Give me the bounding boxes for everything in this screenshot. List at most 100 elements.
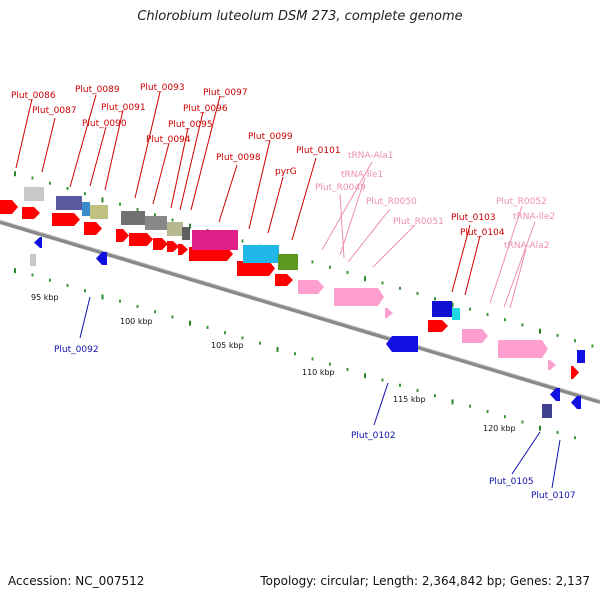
gene-label: Plut_0091 (101, 103, 146, 113)
cds-feature (428, 320, 448, 332)
leader-line (218, 164, 238, 223)
tick-mark-upper (31, 176, 34, 180)
kbp-labels: 95 kbp 100 kbp 105 kbp 110 kbp 115 kbp 120 kb… (31, 293, 516, 433)
tick-mark-lower (224, 331, 226, 335)
tick-mark-lower (66, 283, 69, 287)
gene-label: Plut_0097 (203, 88, 248, 98)
leader-line (339, 193, 345, 259)
tick-mark-lower (154, 310, 156, 314)
leader-line (451, 224, 471, 293)
gene-label: Plut_0101 (296, 146, 341, 156)
tick-mark-lower (451, 399, 454, 405)
rna-feature (548, 360, 556, 370)
cds-feature-khaki (90, 205, 108, 219)
cds-feature-cyan (243, 245, 279, 263)
reverse-cds-feature (386, 336, 418, 352)
tick-mark-lower (399, 383, 401, 387)
tick-mark-upper (574, 339, 576, 343)
leader-line (291, 157, 317, 241)
tick-mark-upper (381, 281, 384, 285)
gene-label: Plut_0094 (146, 135, 191, 145)
cds-feature (189, 247, 233, 261)
leader-line (170, 127, 189, 209)
tick-mark-upper (14, 171, 16, 177)
gene-label: Plut_0090 (82, 119, 127, 129)
tick-mark-upper (364, 276, 366, 282)
cds-feature-grey (121, 211, 145, 225)
leader-line (321, 161, 373, 251)
cds-feature-purple (56, 196, 82, 210)
gene-label: Plut_0099 (248, 132, 293, 142)
tick-mark-lower (346, 367, 349, 371)
tick-mark-upper (539, 328, 541, 334)
gene-label: pyrG (275, 167, 297, 177)
leader-line (347, 208, 391, 263)
gene-label: Plut_0104 (460, 228, 505, 238)
kbp-tick-label: 110 kbp (302, 368, 335, 377)
tick-mark-upper (329, 265, 331, 269)
leader-line (179, 111, 204, 211)
tick-mark-lower (206, 325, 209, 329)
tick-mark-lower (364, 373, 366, 379)
reverse-cds-feature (577, 350, 585, 363)
tick-mark-upper (171, 218, 174, 222)
leader-line (339, 177, 366, 256)
cds-feature-khaki (167, 222, 183, 236)
gene-labels: Plut_0086 Plut_0087 Plut_0089 Plut_0090 Plut… (11, 83, 576, 501)
reverse-cds-feature-grey (30, 254, 36, 266)
tick-mark-upper (434, 297, 436, 301)
cds-feature (0, 200, 18, 214)
leader-line (464, 235, 481, 296)
cds-feature (237, 261, 275, 276)
cds-feature (52, 213, 80, 226)
gene-label: Plut_0096 (183, 104, 228, 114)
backbone-highlight (0, 219, 600, 401)
tick-mark-lower (416, 388, 419, 392)
tick-mark-lower (311, 357, 314, 361)
kbp-tick-label: 115 kbp (393, 395, 426, 404)
tick-mark-upper (399, 286, 401, 290)
accession-text: Accession: NC_007512 (8, 574, 145, 588)
tick-mark-upper (119, 202, 121, 206)
leader-line (89, 126, 107, 187)
gene-label: Plut_0098 (216, 153, 261, 163)
leader-line (69, 94, 97, 188)
gene-label: tRNA-Ile1 (341, 170, 383, 180)
reverse-cds-feature (550, 388, 560, 401)
cds-feature (153, 238, 168, 250)
tick-mark-upper (189, 223, 191, 229)
tick-mark-lower (434, 394, 436, 398)
gene-label: Plut_0092 (54, 345, 99, 355)
leader-line (79, 296, 91, 339)
cds-feature-blue (432, 301, 452, 317)
leader-line (134, 91, 161, 199)
cds-feature (84, 222, 102, 235)
reverse-cds-feature-purple (542, 404, 552, 418)
tick-mark-upper (591, 344, 594, 348)
reverse-cds-feature (571, 396, 581, 409)
leader-line (267, 176, 284, 234)
gene-label: tRNA-Ile2 (513, 212, 555, 222)
gene-label: Plut_0087 (32, 106, 77, 116)
kbp-tick-label: 120 kbp (483, 424, 516, 433)
leader-line (104, 109, 124, 191)
cds-feature (178, 244, 188, 255)
gene-label: Plut_0095 (168, 120, 213, 130)
gene-label: Plut_R0051 (393, 217, 444, 227)
leader-line (503, 221, 536, 308)
tick-mark-lower (294, 352, 296, 356)
kbp-tick-label: 95 kbp (31, 293, 59, 302)
tick-mark-lower (189, 320, 191, 326)
tick-mark-upper (556, 333, 559, 337)
cds-feature-blue (82, 202, 90, 216)
rna-feature (385, 308, 393, 318)
tick-mark-lower (556, 430, 559, 434)
tick-mark-lower (539, 425, 541, 431)
reverse-cds-feature (96, 252, 107, 265)
tick-mark-upper (101, 197, 104, 203)
tick-mark-lower (101, 294, 104, 300)
tick-mark-upper (451, 302, 454, 308)
tick-mark-lower (136, 304, 139, 308)
gene-label: Plut_0093 (140, 83, 185, 93)
tick-mark-upper (416, 291, 419, 295)
